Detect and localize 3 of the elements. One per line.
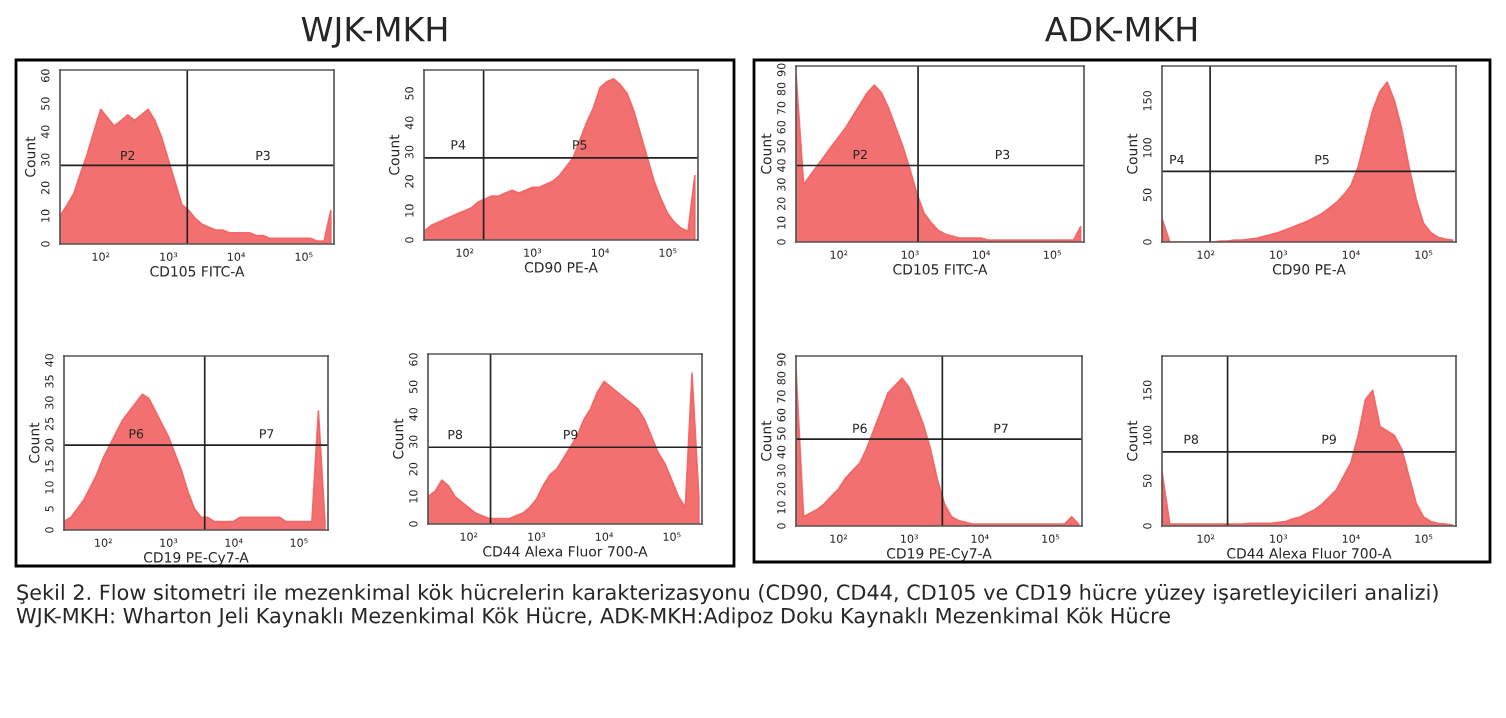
chart-title: WJK-MKH — [301, 16, 447, 48]
text: Şekil 2. Flow sitometri ile mezenkimal kök hücrelerin karakterizasyonu (CD90, CD44, CD105 ve CD19 hücre yüzey işaretleyicileri analizi) WJK-MKH: Wharton Jeli Kaynaklı Mezenkimal Kök Hücre, ADK-MKH:Adipoz Doku Kaynaklı Mezenkimal Kök Hücre — [16, 584, 1438, 628]
chart-title: ADK-MKH — [1044, 16, 1196, 42]
